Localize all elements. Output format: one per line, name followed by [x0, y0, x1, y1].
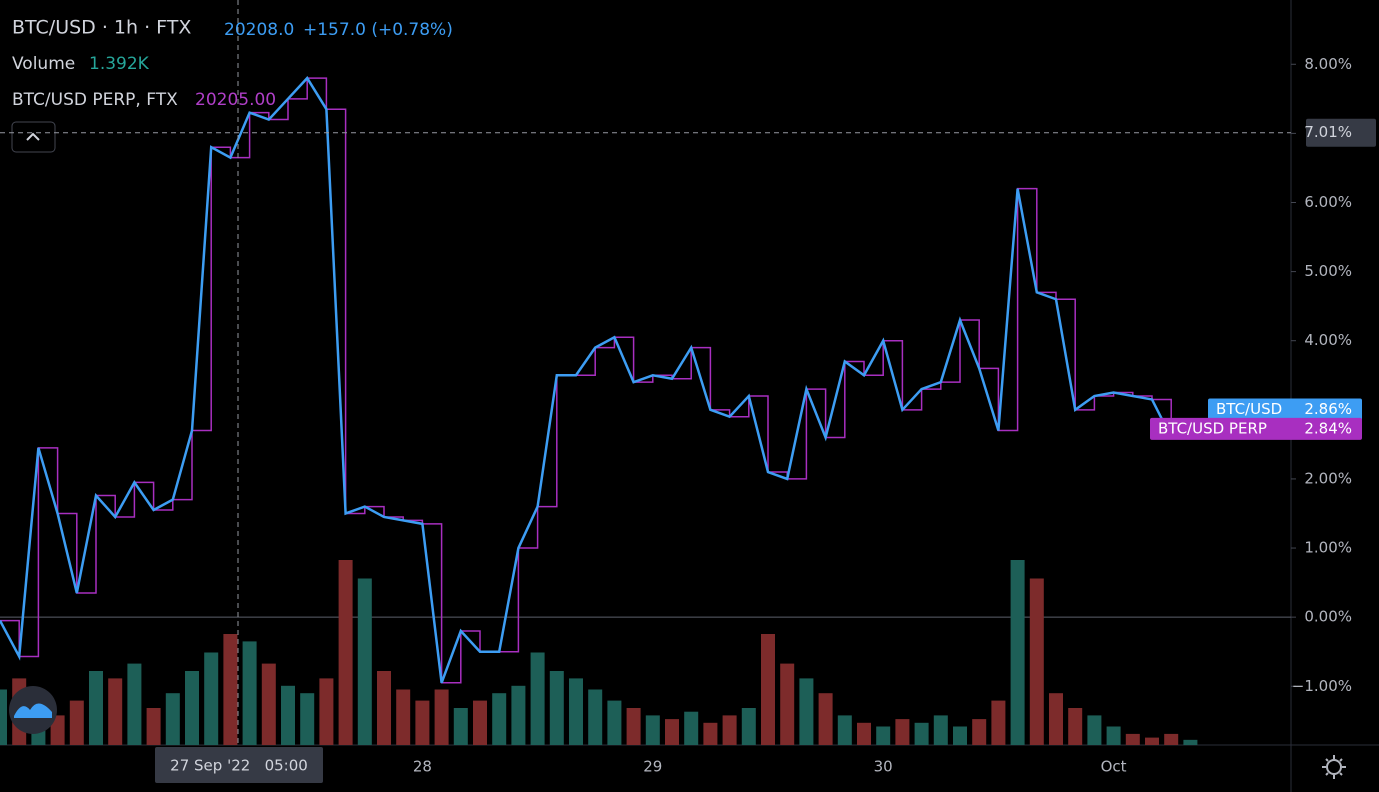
volume-bar	[319, 678, 334, 745]
crosshair-y-box	[1306, 118, 1376, 147]
y-tick-label: 4.00%	[1304, 331, 1352, 349]
volume-bar	[127, 663, 142, 745]
volume-bar	[0, 689, 7, 745]
series-name-label: BTC/USD	[1216, 400, 1282, 418]
volume-bar	[338, 560, 353, 745]
volume-bar	[876, 726, 891, 745]
last-value-label: 2.86%	[1304, 400, 1352, 418]
y-tick-label: 5.00%	[1304, 262, 1352, 280]
volume-bar	[684, 711, 699, 745]
volume-bar	[607, 700, 622, 745]
last-price: 20208.0	[224, 20, 294, 40]
volume-bar	[818, 693, 833, 745]
volume-bar	[300, 693, 315, 745]
volume-bar	[50, 715, 65, 745]
volume-bar	[914, 722, 929, 745]
volume-bar	[895, 719, 910, 745]
last-label-box	[1150, 417, 1362, 440]
volume-bar	[1068, 708, 1083, 745]
x-tick-label: 29	[643, 758, 662, 776]
crosshair-y-label: 7.01%	[1304, 123, 1352, 141]
volume-bar	[1145, 737, 1159, 745]
volume-bar	[434, 689, 449, 745]
volume-bar	[703, 722, 718, 745]
x-tick-label: Oct	[1101, 758, 1127, 776]
volume-bar	[69, 700, 84, 745]
volume-bar	[357, 578, 372, 745]
volume-bar	[377, 671, 391, 745]
volume-bar	[569, 678, 583, 745]
volume-bar	[588, 689, 603, 745]
volume-bar	[1049, 693, 1063, 745]
volume-value: 1.392K	[89, 54, 150, 74]
price-line	[0, 76, 1192, 684]
volume-bar	[511, 685, 526, 745]
volume-bar	[991, 700, 1006, 745]
volume-bar	[165, 693, 180, 745]
volume-bar	[453, 708, 468, 745]
y-tick-label: 2.00%	[1304, 469, 1352, 487]
volume-bar	[396, 689, 411, 745]
y-tick-label: 1.00%	[1304, 539, 1352, 557]
symbol-title: BTC/USD · 1h · FTX	[12, 17, 191, 39]
volume-bar	[492, 693, 507, 745]
y-tick-label: 8.00%	[1304, 55, 1352, 73]
volume-bar	[549, 671, 564, 745]
volume-bar	[89, 671, 103, 745]
volume-bar	[261, 663, 276, 745]
volume-bar	[761, 634, 775, 745]
x-tick-label: 30	[874, 758, 893, 776]
last-value-label: 2.84%	[1304, 419, 1352, 437]
volume-bar	[1106, 726, 1121, 745]
volume-bar	[626, 708, 641, 745]
compare-legend: BTC/USD PERP, FTX	[12, 90, 178, 110]
volume-bar	[185, 671, 199, 745]
volume-bar	[857, 722, 871, 745]
last-label-box	[1208, 398, 1362, 421]
volume-bar	[972, 719, 987, 745]
settings-icon[interactable]	[1322, 755, 1346, 779]
volume-bar	[837, 715, 852, 745]
series-name-label: BTC/USD PERP	[1158, 419, 1267, 437]
y-tick-label: −1.00%	[1292, 677, 1352, 695]
volume-bar	[780, 663, 795, 745]
x-tick-label: 28	[413, 758, 432, 776]
volume-bar	[415, 700, 430, 745]
price-change: +157.0 (+0.78%)	[303, 20, 453, 40]
plot-area	[0, 76, 1291, 745]
volume-bar	[1125, 733, 1140, 745]
volume-bar	[665, 719, 679, 745]
volume-bar	[223, 634, 238, 745]
crosshair-x-label: 27 Sep '22 05:00	[170, 757, 308, 775]
volume-bar	[799, 678, 814, 745]
volume-bar	[1010, 560, 1025, 745]
logo[interactable]	[9, 686, 57, 734]
volume-bar	[1164, 733, 1179, 745]
volume-bar	[242, 641, 257, 745]
volume-bar	[645, 715, 660, 745]
y-tick-label: 0.00%	[1304, 608, 1352, 626]
volume-bar	[933, 715, 948, 745]
volume-bar	[530, 652, 545, 745]
volume-bar	[953, 726, 967, 745]
volume-bar	[1087, 715, 1102, 745]
crosshair-x-box	[155, 747, 323, 783]
collapse-button[interactable]	[11, 121, 56, 153]
y-tick-label: 6.00%	[1304, 193, 1352, 211]
volume-bar	[722, 715, 737, 745]
volume-bar	[204, 652, 219, 745]
volume-bar	[473, 700, 487, 745]
volume-bar	[1029, 578, 1044, 745]
compare-value: 20205.00	[195, 90, 276, 110]
volume-legend: Volume	[12, 54, 75, 74]
volume-bar	[108, 678, 123, 745]
step-line	[0, 77, 1192, 684]
volume-bar	[1183, 739, 1198, 745]
volume-bar	[741, 708, 756, 745]
volume-bar	[146, 708, 161, 745]
volume-bar	[281, 685, 295, 745]
